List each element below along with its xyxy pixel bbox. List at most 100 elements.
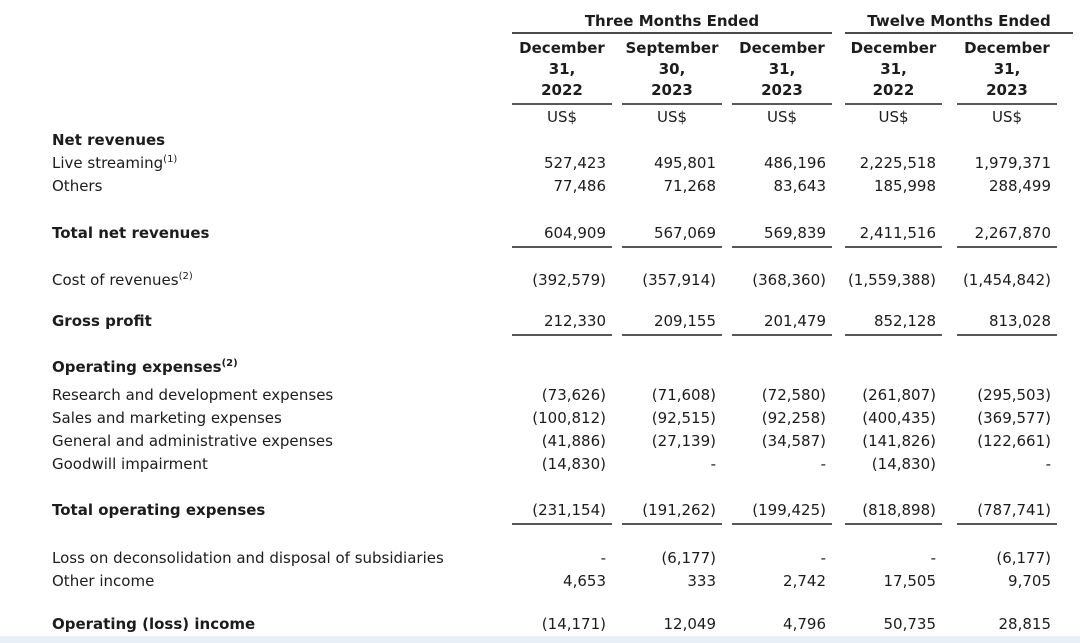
value-cell: (92,258)	[761, 409, 826, 427]
row-label: Goodwill impairment	[0, 453, 512, 476]
value-cell: 852,128	[845, 310, 942, 336]
column-header-line: 2022	[541, 81, 583, 99]
value-cell	[512, 129, 612, 152]
value-cell: (100,812)	[532, 409, 606, 427]
label-column-spacer	[0, 12, 512, 34]
value-cell: (41,886)	[541, 432, 606, 450]
group-header-row: Three Months Ended Twelve Months Ended	[0, 0, 1080, 34]
value-cell: -	[820, 549, 826, 567]
value-cell: (14,830)	[541, 455, 606, 473]
value-cell: 4,653	[563, 572, 606, 590]
unit-label: US$	[991, 108, 1023, 126]
row-label: Sales and marketing expenses	[0, 407, 512, 430]
value-cell: 1,979,371	[974, 154, 1051, 172]
value-cell: (787,741)	[957, 499, 1057, 525]
column-header-line: September	[625, 39, 719, 57]
spacer-row	[0, 593, 1080, 613]
value-cell: (73,626)	[541, 386, 606, 404]
row-label: Total operating expenses	[0, 499, 512, 525]
unit-label: US$	[656, 108, 688, 126]
column-header: December 31, 2023	[732, 38, 832, 105]
table-row-total-operating-expenses: Total operating expenses (231,154) (191,…	[0, 499, 1080, 525]
value-cell: -	[600, 549, 606, 567]
row-label-text: General and administrative expenses	[52, 432, 333, 450]
row-label-text: Loss on deconsolidation and disposal of …	[52, 549, 444, 567]
value-cell: (6,177)	[661, 549, 716, 567]
row-label-text: Others	[52, 177, 103, 195]
unit-label: US$	[766, 108, 798, 126]
table-row-live-streaming: Live streaming(1) 527,423 495,801 486,19…	[0, 152, 1080, 175]
value-cell: (261,807)	[862, 386, 936, 404]
row-label: Research and development expenses	[0, 384, 512, 407]
value-cell: -	[930, 549, 936, 567]
value-cell	[622, 129, 722, 152]
row-label: Net revenues	[0, 129, 512, 152]
value-cell	[957, 356, 1057, 379]
table-row-loss-on-deconsolidation: Loss on deconsolidation and disposal of …	[0, 547, 1080, 570]
value-cell: (368,360)	[752, 271, 826, 289]
row-label: Other income	[0, 570, 512, 593]
value-cell: (199,425)	[732, 499, 832, 525]
value-cell: 813,028	[957, 310, 1057, 336]
label-column-spacer	[0, 105, 512, 129]
row-label-text: Gross profit	[52, 312, 152, 330]
value-cell	[845, 129, 942, 152]
value-cell: (92,515)	[651, 409, 716, 427]
column-header-line: 31,	[880, 60, 907, 78]
table-row-gross-profit: Gross profit 212,330 209,155 201,479 852…	[0, 310, 1080, 336]
row-label-text: Other income	[52, 572, 155, 590]
row-label-text: Operating (loss) income	[52, 615, 256, 633]
label-column-spacer	[0, 38, 512, 105]
row-label-text: Sales and marketing expenses	[52, 409, 282, 427]
spacer-row	[0, 248, 1080, 269]
value-cell: 9,705	[1008, 572, 1051, 590]
column-header-line: December	[519, 39, 605, 57]
row-label: Gross profit	[0, 310, 512, 336]
value-cell	[845, 356, 942, 379]
table-row-general-administrative: General and administrative expenses (41,…	[0, 430, 1080, 453]
footnote-marker: (1)	[163, 154, 178, 165]
value-cell: (191,262)	[622, 499, 722, 525]
value-cell: (369,577)	[977, 409, 1051, 427]
unit-label: US$	[878, 108, 909, 126]
spacer-row	[0, 476, 1080, 499]
column-header-line: 2023	[986, 81, 1028, 99]
group-header-three-months: Three Months Ended	[512, 12, 832, 34]
value-cell: (357,914)	[642, 271, 716, 289]
value-cell: (818,898)	[845, 499, 942, 525]
row-label: General and administrative expenses	[0, 430, 512, 453]
table-row-total-net-revenues: Total net revenues 604,909 567,069 569,8…	[0, 222, 1080, 248]
table-row-operating-loss-income: Operating (loss) income (14,171) 12,049 …	[0, 613, 1080, 639]
column-header-line: 31,	[993, 60, 1021, 78]
row-label: Cost of revenues(2)	[0, 269, 512, 292]
row-label: Total net revenues	[0, 222, 512, 248]
value-cell: 209,155	[622, 310, 722, 336]
column-header-line: 2023	[651, 81, 693, 99]
row-label: Operating expenses(2)	[0, 356, 512, 379]
value-cell: 71,268	[663, 177, 717, 195]
value-cell: (71,608)	[651, 386, 716, 404]
spacer-row	[0, 198, 1080, 222]
column-header: December 31, 2022	[512, 38, 612, 105]
value-cell: -	[820, 455, 826, 473]
value-cell: (231,154)	[512, 499, 612, 525]
row-label: Live streaming(1)	[0, 152, 512, 175]
value-cell: (14,830)	[871, 455, 936, 473]
value-cell: (1,454,842)	[962, 271, 1051, 289]
bottom-strip	[0, 636, 1080, 643]
value-cell: (6,177)	[996, 549, 1051, 567]
column-header: December 31, 2023	[957, 38, 1057, 105]
spacer-row	[0, 525, 1080, 547]
value-cell: 486,196	[763, 154, 826, 172]
value-cell	[957, 129, 1057, 152]
value-cell: 604,909	[512, 222, 612, 248]
footnote-marker: (2)	[178, 271, 193, 282]
column-header-line: 31,	[768, 60, 796, 78]
column-header-row: December 31, 2022 September 30, 2023 Dec…	[0, 38, 1080, 105]
table-row-sales-marketing: Sales and marketing expenses (100,812) (…	[0, 407, 1080, 430]
value-cell: 201,479	[732, 310, 832, 336]
table-row-others: Others 77,486 71,268 83,643 185,998 288,…	[0, 175, 1080, 198]
value-cell: 527,423	[543, 154, 606, 172]
row-label-text: Operating expenses	[52, 358, 222, 376]
